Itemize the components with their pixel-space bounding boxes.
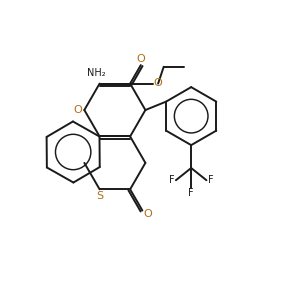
- Text: O: O: [154, 78, 162, 88]
- Text: S: S: [96, 191, 103, 201]
- Text: F: F: [188, 188, 194, 198]
- Text: O: O: [143, 209, 152, 219]
- Text: NH₂: NH₂: [87, 68, 106, 78]
- Text: O: O: [74, 105, 83, 115]
- Text: F: F: [169, 175, 174, 185]
- Text: F: F: [208, 175, 214, 185]
- Text: O: O: [136, 54, 145, 64]
